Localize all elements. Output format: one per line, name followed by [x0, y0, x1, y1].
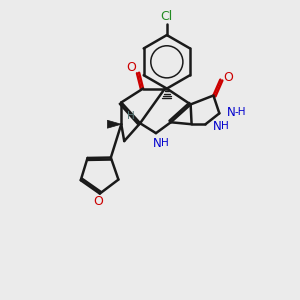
Text: N: N [213, 120, 222, 133]
Text: H: H [221, 121, 229, 131]
Polygon shape [107, 120, 121, 128]
Text: Cl: Cl [161, 10, 173, 23]
Text: N: N [153, 136, 161, 150]
Text: O: O [126, 61, 136, 74]
Text: O: O [93, 195, 103, 208]
Text: N: N [227, 106, 236, 119]
Text: O: O [223, 71, 233, 84]
Text: H: H [127, 111, 135, 121]
Text: H: H [161, 138, 169, 148]
Text: -H: -H [234, 107, 246, 117]
